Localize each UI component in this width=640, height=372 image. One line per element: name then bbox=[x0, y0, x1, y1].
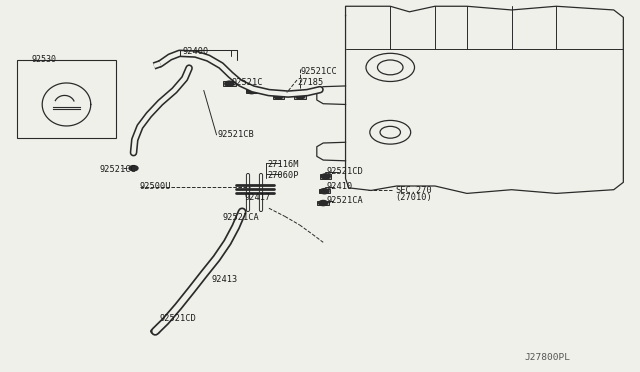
Text: J27800PL: J27800PL bbox=[524, 353, 570, 362]
Text: SEC.270: SEC.270 bbox=[396, 186, 432, 195]
Bar bbox=[223, 81, 236, 86]
Circle shape bbox=[129, 166, 138, 171]
Bar bbox=[294, 94, 306, 99]
Text: 27185: 27185 bbox=[297, 78, 323, 87]
Text: 92521CD: 92521CD bbox=[159, 314, 196, 323]
Bar bbox=[317, 201, 329, 205]
Circle shape bbox=[321, 174, 330, 179]
Text: 92521CD: 92521CD bbox=[326, 167, 363, 176]
Circle shape bbox=[296, 94, 305, 99]
Text: 92400: 92400 bbox=[182, 47, 209, 56]
Circle shape bbox=[320, 189, 329, 194]
Circle shape bbox=[247, 89, 256, 94]
Bar bbox=[246, 89, 257, 93]
Text: 92521CC: 92521CC bbox=[301, 67, 337, 76]
Bar bbox=[17, 60, 116, 138]
Text: 92530: 92530 bbox=[31, 55, 56, 64]
Circle shape bbox=[274, 94, 283, 99]
Text: 92521CB: 92521CB bbox=[218, 130, 255, 140]
Circle shape bbox=[151, 329, 160, 334]
Text: 92521C: 92521C bbox=[232, 78, 264, 87]
Circle shape bbox=[319, 201, 328, 206]
Bar bbox=[319, 189, 330, 193]
Bar bbox=[273, 94, 284, 99]
Text: 92413: 92413 bbox=[211, 275, 237, 284]
Circle shape bbox=[225, 81, 234, 86]
Text: 92521CC: 92521CC bbox=[100, 165, 136, 174]
Text: 92410: 92410 bbox=[326, 182, 353, 191]
Text: 92417: 92417 bbox=[244, 193, 271, 202]
Bar bbox=[320, 174, 332, 179]
Text: (27010): (27010) bbox=[396, 193, 432, 202]
Text: 27116M: 27116M bbox=[268, 160, 299, 169]
Text: 92500U: 92500U bbox=[140, 182, 172, 191]
Text: 92521CA: 92521CA bbox=[223, 213, 260, 222]
Text: 27060P: 27060P bbox=[268, 171, 299, 180]
Text: 92521CA: 92521CA bbox=[326, 196, 363, 205]
